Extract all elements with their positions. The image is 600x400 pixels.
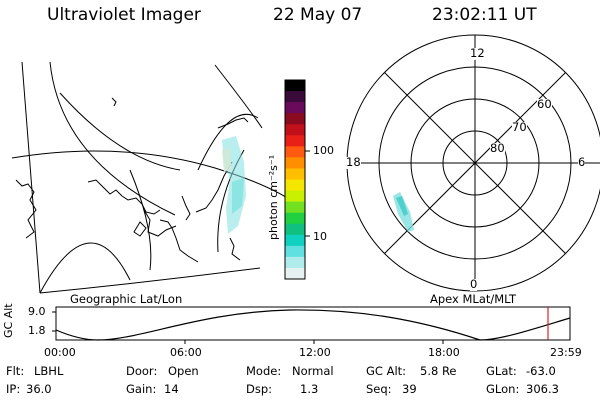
status-glat-value: -63.0 — [526, 364, 556, 378]
mlt-label-6: 6 — [578, 155, 586, 169]
colorbar-swatch — [285, 146, 305, 158]
polar-plot-label: Apex MLat/MLT — [430, 292, 517, 306]
altitude-strip-frame — [55, 306, 571, 341]
coastlines — [15, 97, 249, 263]
colorbar-tick-10: 10 — [313, 230, 327, 243]
status-gcalt-key: GC Alt: — [366, 364, 407, 378]
altitude-ytick-low: 1.8 — [28, 324, 46, 337]
colorbar-swatch — [285, 102, 305, 114]
map-aurora — [222, 136, 246, 234]
altitude-ytick-high: 9.0 — [28, 305, 46, 318]
colorbar-swatch — [285, 245, 305, 258]
altitude-ylabel: GC Alt — [2, 303, 15, 338]
mlt-label-18: 18 — [346, 155, 361, 169]
colorbar-swatch — [285, 168, 305, 181]
status-ip-key: IP: — [6, 382, 21, 396]
lat-label-60: 60 — [537, 97, 552, 111]
colorbar-swatch — [285, 91, 305, 103]
colorbar-swatch — [285, 201, 305, 214]
status-door-value: Open — [168, 364, 199, 378]
geographic-map-label: Geographic Lat/Lon — [70, 292, 183, 306]
status-dsp-key: Dsp: — [246, 382, 273, 396]
status-flt-key: Flt: — [6, 364, 25, 378]
colorbar-swatch — [285, 157, 305, 170]
colorbar-swatch — [285, 223, 305, 236]
status-seq-value: 39 — [402, 382, 417, 396]
altitude-xtick-0600: 06:00 — [170, 346, 202, 359]
colorbar-swatch — [285, 212, 305, 225]
status-door-key: Door: — [126, 364, 158, 378]
colorbar-swatch — [285, 135, 305, 147]
geographic-grid — [11, 61, 296, 294]
colorbar-swatch — [285, 190, 305, 203]
status-glat-key: GLat: — [486, 364, 517, 378]
colorbar-swatch — [285, 256, 305, 269]
mlt-label-0: 0 — [470, 277, 478, 291]
status-dsp-value: 1.3 — [300, 382, 319, 396]
status-ip-value: 36.0 — [26, 382, 52, 396]
colorbar-swatch — [285, 113, 305, 125]
status-seq-key: Seq: — [366, 382, 392, 396]
date-label: 22 May 07 — [273, 5, 363, 25]
colorbar-tick-100: 100 — [313, 144, 334, 157]
status-flt-value: LBHL — [34, 364, 64, 378]
mlt-label-12: 12 — [470, 46, 485, 60]
status-glon-key: GLon: — [486, 382, 520, 396]
status-gain-value: 14 — [164, 382, 179, 396]
altitude-xtick-1800: 18:00 — [428, 346, 460, 359]
status-mode-value: Normal — [292, 364, 334, 378]
colorbar-swatch — [285, 267, 305, 280]
status-gain-key: Gain: — [126, 382, 157, 396]
altitude-xtick-2359: 23:59 — [550, 346, 582, 359]
altitude-curve — [55, 309, 571, 341]
polar-aurora — [393, 192, 414, 232]
altitude-xtick-1200: 12:00 — [299, 346, 331, 359]
lat-label-80: 80 — [490, 141, 505, 155]
time-label: 23:02:11 UT — [432, 5, 537, 25]
altitude-xtick-0000: 00:00 — [44, 346, 76, 359]
status-mode-key: Mode: — [246, 364, 282, 378]
colorbar-swatch — [285, 80, 305, 92]
colorbar-swatch — [285, 234, 305, 247]
status-glon-value: 306.3 — [526, 382, 559, 396]
lat-label-70: 70 — [512, 120, 527, 134]
colorbar-swatch — [285, 179, 305, 192]
colorbar-swatch — [285, 124, 305, 136]
status-gcalt-value: 5.8 Re — [420, 364, 457, 378]
instrument-title: Ultraviolet Imager — [47, 5, 201, 25]
